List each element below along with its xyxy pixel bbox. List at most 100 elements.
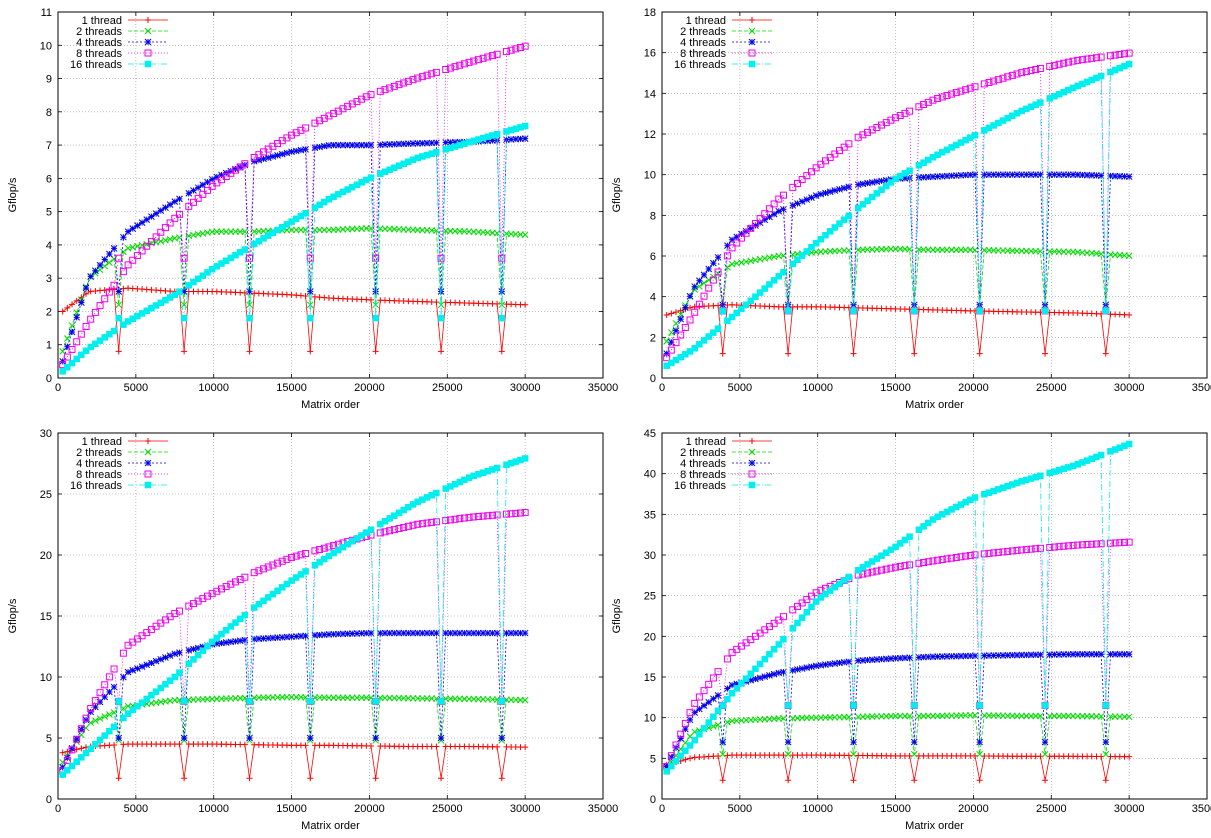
data-point — [119, 268, 127, 276]
data-point — [882, 655, 890, 663]
data-point — [1041, 750, 1049, 758]
data-point — [325, 631, 333, 638]
data-point — [418, 73, 426, 81]
data-point — [498, 314, 506, 322]
data-point — [493, 511, 501, 519]
x-axis-label: Matrix order — [301, 399, 360, 411]
series-8-threads — [663, 49, 1133, 362]
x-tick-label: 10000 — [802, 382, 833, 394]
data-point — [437, 254, 445, 262]
legend-label: 1 thread — [82, 436, 122, 448]
data-point — [521, 629, 529, 637]
data-point — [896, 112, 904, 120]
data-point — [976, 750, 984, 758]
data-point — [906, 752, 913, 759]
data-point — [446, 516, 454, 524]
data-point — [966, 551, 974, 559]
x-tick-label: 5000 — [124, 382, 148, 394]
data-point — [976, 702, 983, 709]
y-tick-label: 0 — [650, 373, 656, 385]
data-point — [96, 302, 104, 310]
data-point — [488, 52, 496, 60]
legend-label: 8 threads — [76, 48, 122, 60]
data-point — [742, 301, 750, 309]
data-point — [171, 673, 179, 681]
y-tick-label: 10 — [40, 40, 52, 52]
data-point — [59, 771, 66, 778]
series-2-threads — [663, 245, 1133, 345]
data-point — [516, 509, 524, 517]
data-point — [255, 567, 263, 575]
data-point — [498, 348, 505, 355]
data-point — [980, 550, 988, 558]
data-point — [82, 716, 90, 724]
data-point — [831, 224, 839, 231]
data-point — [390, 82, 398, 90]
data-point — [493, 229, 501, 237]
data-point — [887, 116, 895, 124]
data-point — [87, 705, 95, 713]
data-point — [479, 512, 487, 520]
series-4-threads — [663, 650, 1133, 770]
series-line — [666, 443, 1130, 772]
data-point — [241, 741, 248, 748]
data-point — [1013, 651, 1021, 659]
data-point — [686, 292, 694, 300]
data-point — [521, 455, 529, 462]
data-point — [705, 719, 712, 726]
data-point — [101, 256, 109, 263]
data-point — [115, 254, 123, 262]
data-point — [96, 715, 104, 722]
data-point — [283, 555, 291, 563]
data-point — [1013, 546, 1021, 554]
chart-panel-1: 0 5000 10000 15000 20000 25000 30000 35000 0 1 2 3 4… — [7, 7, 618, 411]
legend-marker — [749, 17, 755, 23]
data-point — [115, 734, 123, 742]
data-point — [64, 363, 71, 371]
data-point — [962, 86, 970, 94]
data-point — [845, 140, 853, 148]
data-point — [264, 634, 272, 642]
data-point — [222, 626, 230, 634]
data-point — [999, 171, 1007, 179]
data-point — [1037, 247, 1044, 255]
data-point — [316, 631, 323, 639]
data-point — [498, 734, 506, 742]
data-point — [948, 652, 955, 660]
data-point — [367, 526, 375, 533]
data-point — [241, 228, 249, 235]
data-point — [770, 646, 778, 653]
legend-label: 16 threads — [70, 480, 122, 492]
data-point — [162, 204, 169, 211]
data-point — [667, 346, 675, 354]
data-point — [73, 338, 81, 346]
data-point — [1125, 713, 1133, 721]
data-point — [143, 695, 151, 703]
data-point — [292, 633, 300, 640]
data-point — [687, 755, 694, 762]
data-point — [1125, 440, 1133, 448]
data-point — [1126, 753, 1133, 760]
data-point — [227, 638, 235, 646]
data-point — [966, 171, 974, 179]
y-tick-label: 15 — [644, 672, 656, 684]
data-point — [120, 233, 127, 241]
data-point — [260, 597, 267, 605]
data-point — [185, 202, 193, 210]
data-point — [1120, 50, 1128, 58]
data-point — [1027, 651, 1035, 659]
data-point — [311, 547, 319, 555]
data-point — [896, 540, 904, 547]
data-point — [418, 520, 426, 528]
data-point — [663, 354, 671, 362]
data-point — [63, 756, 71, 764]
data-point — [110, 245, 118, 252]
data-point — [241, 573, 249, 581]
data-point — [915, 174, 923, 181]
data-point — [667, 752, 675, 760]
plot-frame — [57, 11, 604, 379]
data-point — [353, 98, 361, 106]
data-point — [297, 126, 305, 134]
data-point — [390, 526, 398, 534]
data-point — [218, 585, 225, 593]
